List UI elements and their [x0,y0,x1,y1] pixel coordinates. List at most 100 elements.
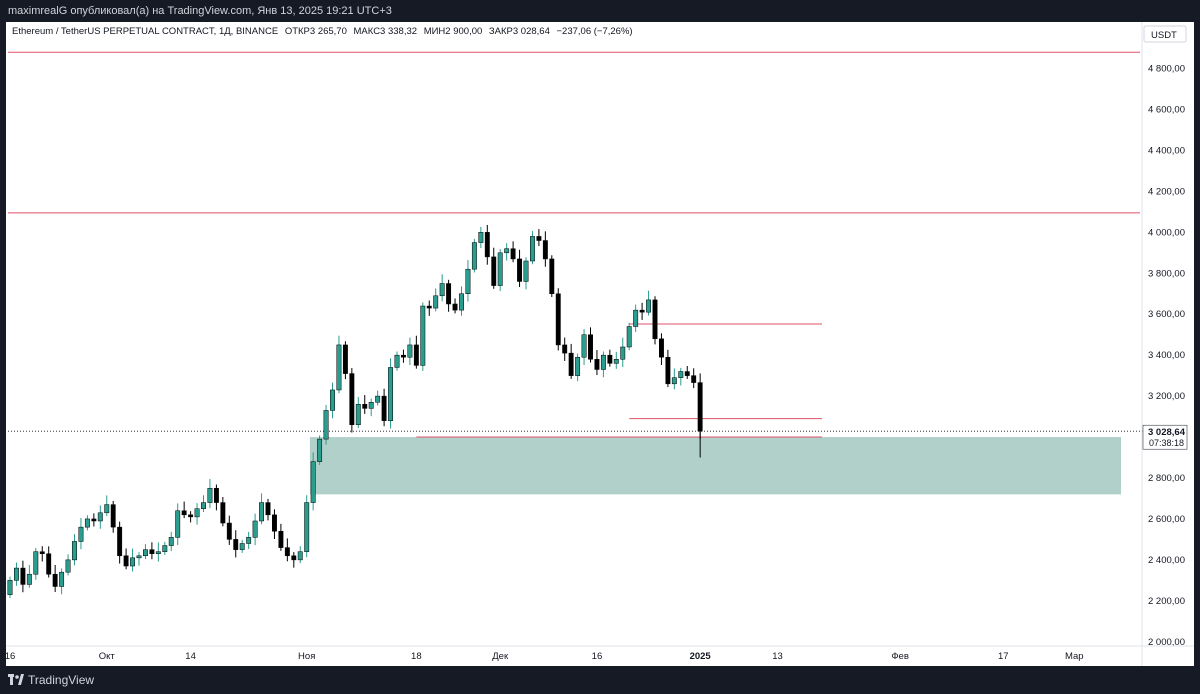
candle[interactable] [65,554,71,576]
symbol-title[interactable]: Ethereum / TetherUS PERPETUAL CONTRACT, … [12,26,279,37]
candle[interactable] [439,274,445,302]
candle[interactable] [555,288,561,351]
demand-zone[interactable] [309,437,1121,495]
candle[interactable] [213,484,219,511]
candle[interactable] [420,302,426,371]
candle[interactable] [284,538,290,562]
chart-frame[interactable] [6,22,1194,666]
candle[interactable] [684,366,690,379]
candle[interactable] [72,534,77,566]
candle[interactable] [7,576,13,598]
candle[interactable] [691,368,697,389]
candle[interactable] [336,335,342,394]
candle[interactable] [394,351,400,371]
candle[interactable] [588,327,593,363]
candle[interactable] [581,329,587,365]
candle[interactable] [143,544,148,560]
candle[interactable] [639,302,645,320]
candle[interactable] [401,349,406,363]
candle[interactable] [465,259,471,302]
candle[interactable] [310,452,316,511]
candle[interactable] [510,241,516,263]
candle[interactable] [162,541,168,555]
candle[interactable] [117,521,123,564]
candle[interactable] [426,300,432,316]
candle[interactable] [562,337,568,361]
candle[interactable] [272,509,277,539]
candle[interactable] [536,229,542,247]
candle[interactable] [97,505,103,529]
candle[interactable] [149,542,155,560]
candle[interactable] [110,500,116,533]
candle[interactable] [446,279,452,312]
candle[interactable] [484,224,490,265]
candle[interactable] [155,542,161,562]
candle[interactable] [459,286,464,316]
candle[interactable] [678,367,684,386]
candle[interactable] [504,243,510,261]
candle[interactable] [433,288,439,312]
candle[interactable] [652,296,658,345]
candle[interactable] [407,337,413,365]
candle[interactable] [130,548,136,572]
candle[interactable] [388,358,394,429]
candle[interactable] [265,498,271,521]
candle[interactable] [549,255,555,298]
candle[interactable] [123,548,129,570]
candle[interactable] [39,546,45,562]
candle[interactable] [188,511,194,523]
candle[interactable] [330,382,335,419]
candle[interactable] [259,493,265,525]
candle[interactable] [349,368,355,433]
candle[interactable] [52,564,58,593]
candle[interactable] [304,495,310,558]
candle[interactable] [78,517,84,550]
candle[interactable] [14,562,19,586]
candle[interactable] [226,515,232,545]
candle[interactable] [697,373,703,439]
candle[interactable] [323,404,329,445]
candle[interactable] [413,335,419,369]
candle[interactable] [491,247,497,289]
candle[interactable] [620,337,626,368]
candle[interactable] [91,513,97,527]
candle[interactable] [220,497,226,527]
candle[interactable] [104,495,110,517]
candle[interactable] [239,539,245,553]
candle[interactable] [478,226,484,249]
candle[interactable] [136,552,142,566]
candle[interactable] [568,343,574,379]
candle[interactable] [252,513,258,546]
candle[interactable] [46,546,52,578]
candle[interactable] [517,249,522,287]
candle[interactable] [671,368,677,390]
candle[interactable] [600,351,606,378]
candle[interactable] [297,546,303,564]
candle[interactable] [523,257,529,290]
candle[interactable] [207,479,213,509]
candle[interactable] [368,398,374,417]
candle[interactable] [542,231,548,267]
currency-box[interactable] [1143,25,1187,43]
candle[interactable] [168,531,174,552]
candle[interactable] [452,298,458,314]
candle[interactable] [362,395,368,414]
candle[interactable] [181,501,187,519]
candle[interactable] [665,349,671,388]
candle[interactable] [375,390,381,406]
candle[interactable] [246,531,252,550]
candle[interactable] [607,349,613,367]
candle[interactable] [471,238,477,273]
candle[interactable] [381,388,387,427]
candle[interactable] [278,523,284,551]
candle[interactable] [530,230,535,265]
candle[interactable] [84,515,90,531]
candle[interactable] [594,350,600,376]
candle[interactable] [33,548,39,580]
candle[interactable] [659,333,664,365]
candle[interactable] [201,495,206,512]
candle[interactable] [26,564,32,588]
candle[interactable] [194,503,200,525]
candle[interactable] [633,304,639,333]
